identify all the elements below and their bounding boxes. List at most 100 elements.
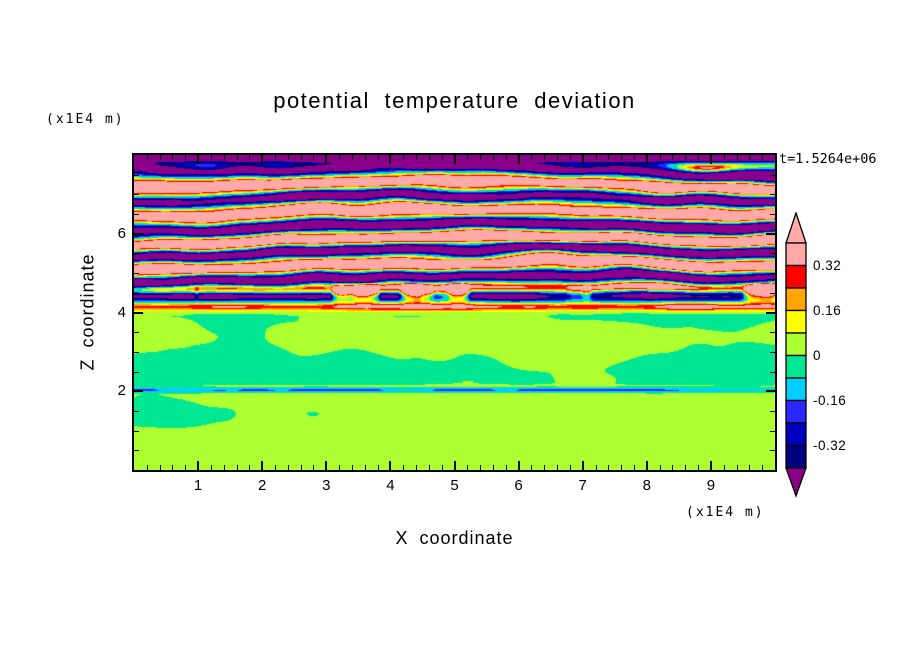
axis-tick [749,465,751,470]
axis-tick [569,155,571,160]
axis-tick [595,155,597,160]
axis-tick [723,155,725,160]
axis-tick [770,214,775,216]
axis-tick [621,465,623,470]
axis-tick [645,461,648,470]
axis-tick [544,465,546,470]
axis-tick [172,465,174,470]
axis-tick [339,465,341,470]
colorbar-label: 0.16 [813,302,842,318]
axis-tick [377,465,379,470]
axis-tick [403,155,405,160]
axis-tick [453,461,456,470]
axis-tick [608,155,610,160]
colorbar-over-arrow [785,210,807,244]
axis-tick [770,292,775,294]
x-tick-label: 4 [386,477,395,494]
axis-tick [210,155,212,160]
heatmap-canvas [134,155,775,470]
axis-tick [633,465,635,470]
axis-tick [275,155,277,160]
axis-tick [172,155,174,160]
axis-tick [736,155,738,160]
axis-tick [685,155,687,160]
axis-tick [531,465,533,470]
y-tick-label: 2 [117,382,126,400]
y-axis-unit-label: (x1E4 m) [46,112,125,127]
axis-tick [467,155,469,160]
colorbar-segment [785,399,807,424]
axis-tick [389,155,392,164]
axis-tick [762,155,764,160]
y-tick-label: 4 [117,303,126,321]
axis-tick [351,155,353,160]
axis-tick [770,351,775,353]
axis-tick [608,465,610,470]
axis-tick [261,155,264,164]
axis-tick [770,450,775,452]
axis-tick [770,273,775,275]
axis-tick [659,465,661,470]
colorbar-segment [785,354,807,379]
axis-tick [134,430,139,432]
chart-title: potential temperature deviation [273,88,636,113]
axis-tick [659,155,661,160]
axis-tick [134,232,143,235]
axis-tick [134,292,139,294]
axis-tick [134,410,139,412]
axis-tick [633,155,635,160]
axis-tick [134,311,143,314]
axis-tick [762,465,764,470]
axis-tick [364,465,366,470]
axis-tick [581,461,584,470]
axis-tick [770,253,775,255]
axis-tick [134,273,139,275]
axis-tick [134,174,139,176]
axis-tick [159,465,161,470]
axis-tick [595,465,597,470]
axis-tick [480,155,482,160]
axis-tick [531,155,533,160]
x-axis-unit-label: (x1E4 m) [686,505,765,520]
colorbar-label: -0.32 [813,437,847,453]
axis-tick [197,155,200,164]
y-tick-label: 6 [117,224,126,242]
axis-tick [134,390,143,393]
axis-tick [185,155,187,160]
axis-tick [134,332,139,334]
axis-tick [236,155,238,160]
axis-tick [428,465,430,470]
axis-tick [185,465,187,470]
axis-tick [517,155,520,164]
axis-tick [287,155,289,160]
axis-tick [287,465,289,470]
colorbar-segment [785,287,807,312]
axis-tick [377,155,379,160]
axis-tick [621,155,623,160]
axis-tick [770,174,775,176]
axis-tick [672,155,674,160]
axis-tick [441,465,443,470]
colorbar-segment [785,242,807,267]
colorbar-segment [785,332,807,357]
x-tick-label: 7 [578,477,587,494]
axis-tick [766,311,775,314]
axis-tick [581,155,584,164]
axis-tick [770,410,775,412]
x-tick-label: 3 [322,477,331,494]
x-tick-label: 5 [450,477,459,494]
x-tick-label: 9 [706,477,716,494]
x-tick-label: 8 [642,477,651,494]
axis-tick [770,332,775,334]
axis-tick [428,155,430,160]
axis-tick [275,465,277,470]
axis-tick [505,465,507,470]
x-axis-label: X coordinate [395,528,514,548]
axis-tick [736,465,738,470]
axis-tick [698,155,700,160]
axis-tick [210,465,212,470]
axis-tick [685,465,687,470]
colorbar-segment [785,309,807,334]
axis-tick [441,155,443,160]
